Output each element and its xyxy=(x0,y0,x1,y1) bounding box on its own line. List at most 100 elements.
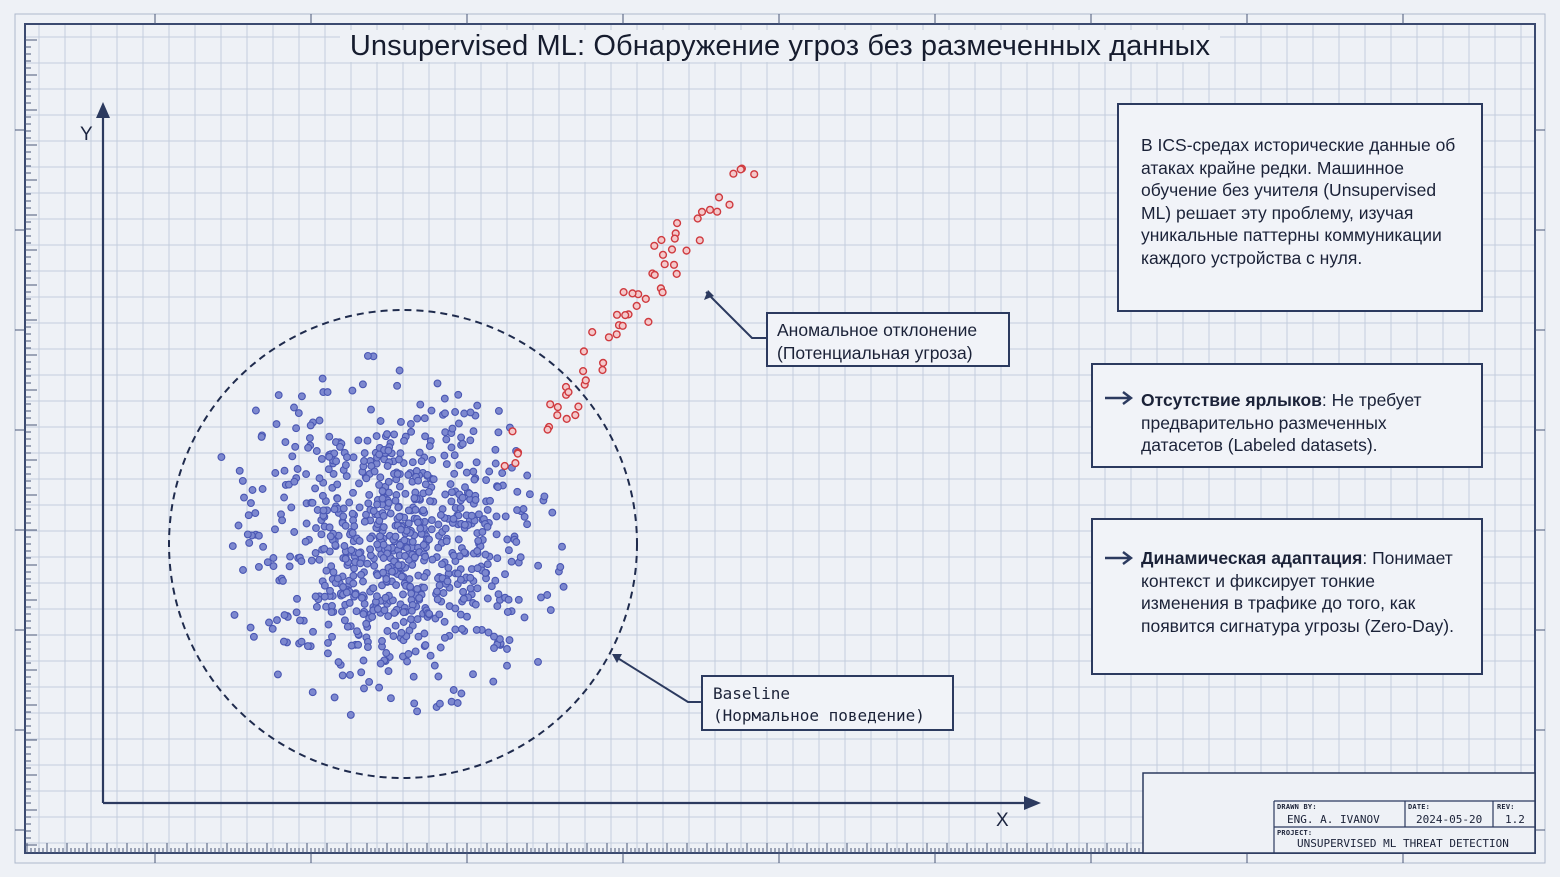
normal-point xyxy=(360,449,369,458)
normal-point xyxy=(469,427,478,436)
normal-point xyxy=(490,644,498,653)
normal-point xyxy=(559,582,568,591)
normal-point xyxy=(345,598,354,607)
normal-point xyxy=(390,430,399,439)
normal-point xyxy=(254,531,263,540)
normal-point xyxy=(548,508,557,517)
normal-point xyxy=(471,600,480,609)
normal-point xyxy=(391,621,400,630)
arrow-right-icon xyxy=(1105,551,1133,565)
normal-point xyxy=(246,499,255,508)
normal-point xyxy=(494,428,503,437)
normal-point xyxy=(358,380,367,389)
normal-point xyxy=(493,554,502,563)
normal-point xyxy=(454,569,462,578)
normal-point xyxy=(493,483,502,492)
normal-point xyxy=(394,503,403,512)
x-axis-label: X xyxy=(996,810,1009,831)
normal-point xyxy=(449,551,458,560)
normal-point xyxy=(451,408,460,416)
normal-point xyxy=(404,470,413,479)
normal-point xyxy=(436,511,445,519)
normal-point xyxy=(416,524,425,533)
normal-point xyxy=(318,374,327,383)
normal-point xyxy=(483,594,492,603)
normal-point xyxy=(413,707,422,716)
ruler-ticks xyxy=(15,14,1545,863)
normal-point xyxy=(439,589,448,597)
feature-no-labels-body: : Не требует предварительно размеченных … xyxy=(1141,390,1422,455)
normal-point xyxy=(493,602,502,611)
normal-point xyxy=(429,475,438,484)
normal-point xyxy=(302,519,311,528)
normal-point xyxy=(406,582,415,591)
anomaly-point xyxy=(667,245,677,254)
normal-point xyxy=(320,592,329,601)
normal-point xyxy=(395,541,404,549)
normal-point xyxy=(410,494,419,503)
normal-point xyxy=(473,547,482,555)
normal-point xyxy=(440,394,449,403)
normal-point xyxy=(520,613,529,622)
normal-point xyxy=(354,640,363,649)
normal-point xyxy=(481,568,490,577)
normal-point xyxy=(352,607,361,616)
normal-point xyxy=(315,555,324,564)
normal-point xyxy=(340,542,349,550)
normal-point xyxy=(376,659,385,668)
normal-point xyxy=(292,608,301,617)
normal-point xyxy=(348,386,357,395)
normal-point xyxy=(349,571,358,580)
normal-point xyxy=(414,632,423,641)
normal-point xyxy=(523,520,532,529)
normal-point xyxy=(459,594,468,603)
anomaly-points xyxy=(500,164,759,471)
normal-point xyxy=(375,450,384,459)
normal-point xyxy=(342,588,351,597)
normal-point xyxy=(425,609,434,618)
normal-point xyxy=(302,470,311,479)
normal-point xyxy=(362,619,371,628)
normal-point xyxy=(471,495,480,504)
normal-point xyxy=(447,443,456,452)
normal-point xyxy=(254,562,263,571)
normal-point xyxy=(265,618,273,627)
title-block-dividers xyxy=(1273,800,1535,853)
normal-point xyxy=(272,420,281,429)
normal-point xyxy=(243,530,252,539)
normal-point xyxy=(251,509,260,518)
normal-point xyxy=(376,532,384,541)
normal-point xyxy=(427,406,436,415)
anomaly-point xyxy=(672,269,681,279)
normal-point xyxy=(307,556,316,565)
normal-point xyxy=(240,493,248,502)
normal-point xyxy=(420,572,429,581)
normal-point xyxy=(407,606,416,615)
normal-point xyxy=(503,608,512,616)
normal-point xyxy=(323,388,332,397)
normal-point xyxy=(514,595,523,604)
normal-point xyxy=(403,544,412,553)
normal-point xyxy=(395,455,403,464)
normal-point xyxy=(322,566,331,575)
feature-no-labels: Отсутствие ярлыков: Не требует предварит… xyxy=(1091,363,1483,468)
normal-point xyxy=(274,391,283,400)
page-title: Unsupervised ML: Обнаружение угроз без р… xyxy=(0,30,1560,63)
normal-point xyxy=(525,490,534,499)
normal-point xyxy=(325,523,334,532)
normal-point xyxy=(420,629,429,638)
normal-point xyxy=(297,557,306,566)
anomaly-point xyxy=(669,260,679,269)
drawn-by-value: ENG. A. IVANOV xyxy=(1287,813,1380,826)
normal-point xyxy=(258,485,267,493)
normal-point xyxy=(458,439,467,448)
anomaly-point xyxy=(650,270,659,280)
anomaly-leader-line xyxy=(705,291,766,339)
normal-point xyxy=(415,594,424,603)
normal-point xyxy=(396,449,405,458)
y-axis-arrowhead xyxy=(96,102,110,118)
normal-point xyxy=(346,670,354,679)
normal-point xyxy=(303,642,312,651)
normal-point xyxy=(333,480,342,489)
